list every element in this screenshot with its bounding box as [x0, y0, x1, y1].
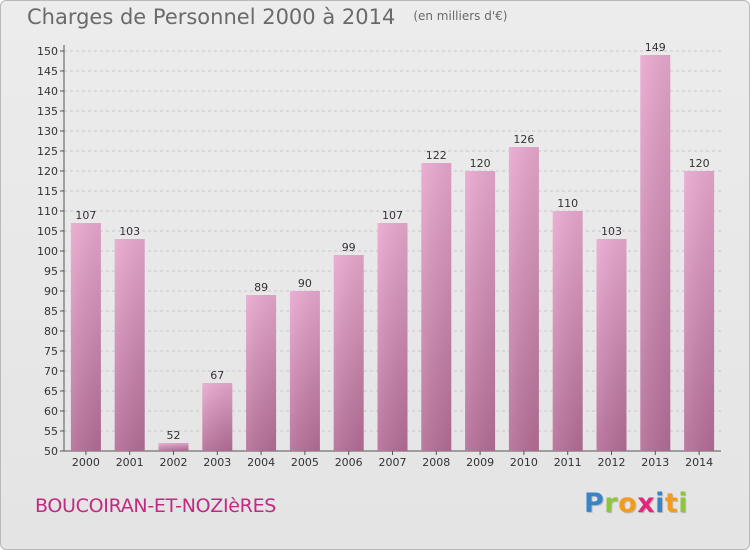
x-tick-label: 2002: [160, 456, 188, 469]
x-tick-label: 2006: [335, 456, 363, 469]
y-tick-label: 55: [44, 425, 58, 438]
logo-letter: r: [604, 488, 619, 519]
y-tick-label: 65: [44, 385, 58, 398]
x-tick-label: 2012: [598, 456, 626, 469]
y-tick-label: 50: [44, 445, 58, 458]
data-label: 103: [601, 225, 622, 238]
y-tick-label: 85: [44, 305, 58, 318]
y-tick-label: 125: [37, 145, 58, 158]
x-tick-label: 2003: [203, 456, 231, 469]
x-tick-label: 2010: [510, 456, 538, 469]
data-label: 103: [119, 225, 140, 238]
y-tick-label: 70: [44, 365, 58, 378]
x-tick-label: 2011: [554, 456, 582, 469]
bar-shade: [508, 147, 539, 451]
chart-subtitle: (en milliers d'€): [413, 9, 508, 23]
y-tick-label: 110: [37, 205, 58, 218]
y-tick-label: 115: [37, 185, 58, 198]
x-tick-label: 2013: [641, 456, 669, 469]
data-label: 89: [254, 281, 268, 294]
x-tick-label: 2004: [247, 456, 275, 469]
y-tick-label: 95: [44, 265, 58, 278]
data-label: 90: [298, 277, 312, 290]
x-tick-label: 2001: [116, 456, 144, 469]
y-tick-label: 145: [37, 65, 58, 78]
x-tick-label: 2005: [291, 456, 319, 469]
y-tick-label: 120: [37, 165, 58, 178]
x-tick-label: 2000: [72, 456, 100, 469]
x-tick-label: 2014: [685, 456, 713, 469]
y-tick-label: 150: [37, 45, 58, 58]
bar-shade: [202, 383, 233, 451]
x-tick-label: 2008: [422, 456, 450, 469]
y-tick-label: 90: [44, 285, 58, 298]
x-tick-label: 2009: [466, 456, 494, 469]
chart-title: Charges de Personnel 2000 à 2014 (en mill…: [27, 5, 507, 29]
y-tick-label: 135: [37, 105, 58, 118]
logo-letter: t: [664, 488, 679, 519]
data-label: 126: [513, 133, 534, 146]
y-tick-label: 140: [37, 85, 58, 98]
bar-shade: [684, 171, 715, 451]
bar-shade: [289, 291, 320, 451]
chart-title-text: Charges de Personnel 2000 à 2014: [27, 5, 396, 29]
bars: [70, 55, 715, 451]
bar-shade: [465, 171, 496, 451]
logo-letter: o: [618, 488, 638, 519]
y-tick-label: 80: [44, 325, 58, 338]
bar-shade: [114, 239, 145, 451]
bar-shade: [70, 223, 101, 451]
y-tick-label: 105: [37, 225, 58, 238]
x-tick-label: 2007: [379, 456, 407, 469]
data-label: 67: [210, 369, 224, 382]
bar-shade: [640, 55, 671, 451]
bar-shade: [246, 295, 277, 451]
logo-letter: i: [655, 488, 665, 519]
data-label: 149: [645, 41, 666, 54]
bar-shade: [158, 443, 189, 451]
proxiti-logo: Proxiti: [584, 488, 688, 519]
data-label: 122: [426, 149, 447, 162]
labels: 50 55 60 65 70 75 80 85 90 95 100 105 110 115 120 125 13…: [37, 41, 713, 469]
y-tick-label: 75: [44, 345, 58, 358]
data-label: 99: [342, 241, 356, 254]
city-name: BOUCOIRAN-ET-NOZIèRES: [35, 495, 277, 517]
bar-shade: [421, 163, 452, 451]
bar-shade: [333, 255, 364, 451]
data-label: 110: [557, 197, 578, 210]
y-tick-label: 100: [37, 245, 58, 258]
bar-shade: [596, 239, 627, 451]
logo-letter: P: [584, 488, 605, 519]
data-label: 120: [689, 157, 710, 170]
data-label: 120: [470, 157, 491, 170]
logo-letter: x: [637, 488, 656, 519]
bar-shade: [552, 211, 583, 451]
y-tick-label: 60: [44, 405, 58, 418]
data-label: 52: [167, 429, 181, 442]
y-tick-label: 130: [37, 125, 58, 138]
data-label: 107: [382, 209, 403, 222]
logo-letter: i: [678, 488, 689, 519]
data-label: 107: [75, 209, 96, 222]
bar-shade: [377, 223, 408, 451]
